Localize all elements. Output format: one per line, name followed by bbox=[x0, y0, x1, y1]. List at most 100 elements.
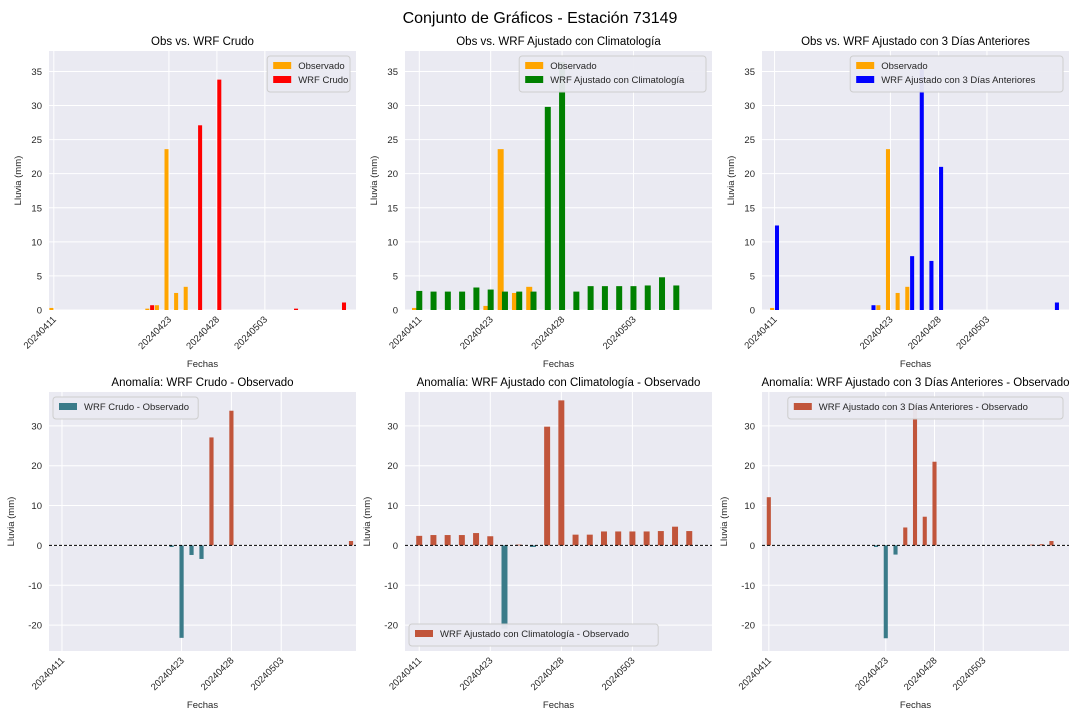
bar bbox=[501, 291, 508, 310]
y-tick-label: 35 bbox=[744, 67, 755, 78]
x-tick-label: 20240411 bbox=[387, 655, 424, 692]
bar bbox=[169, 545, 174, 548]
y-tick-label: 5 bbox=[750, 271, 755, 282]
bar bbox=[1054, 302, 1059, 310]
y-tick-label: 35 bbox=[31, 67, 42, 78]
legend-label: Observado bbox=[881, 61, 927, 72]
x-tick-label: 20240428 bbox=[529, 655, 567, 693]
bar bbox=[932, 461, 937, 546]
x-tick-label: 20240423 bbox=[458, 314, 496, 352]
x-axis-label: Fechas bbox=[187, 700, 218, 711]
y-tick-label: 10 bbox=[31, 501, 42, 512]
legend-swatch bbox=[856, 76, 875, 83]
y-tick-label: 0 bbox=[37, 306, 42, 317]
bar bbox=[164, 149, 169, 310]
x-tick-label: 20240428 bbox=[199, 655, 237, 693]
y-tick-label: -20 bbox=[28, 621, 42, 632]
y-tick-label: 10 bbox=[387, 501, 398, 512]
bar bbox=[229, 410, 234, 546]
x-axis-label: Fechas bbox=[900, 700, 931, 711]
legend-swatch bbox=[273, 62, 292, 69]
bar bbox=[873, 545, 879, 548]
bar bbox=[189, 545, 194, 555]
y-tick-label: 15 bbox=[31, 203, 42, 214]
y-tick-label: 25 bbox=[744, 135, 755, 146]
y-tick-label: 10 bbox=[744, 501, 755, 512]
legend-box bbox=[518, 55, 707, 93]
bar bbox=[885, 149, 891, 310]
x-tick-label: 20240503 bbox=[232, 314, 270, 352]
y-tick-label: 30 bbox=[744, 421, 755, 432]
bar bbox=[893, 545, 898, 555]
bar bbox=[630, 286, 637, 310]
x-tick-label: 20240411 bbox=[387, 314, 424, 351]
bar bbox=[544, 106, 551, 311]
bar bbox=[217, 79, 222, 310]
bar bbox=[1049, 541, 1054, 546]
y-tick-label: 20 bbox=[744, 461, 755, 472]
bar bbox=[416, 535, 423, 546]
x-tick-label: 20240503 bbox=[951, 655, 989, 693]
plot-area bbox=[49, 392, 356, 651]
bar bbox=[483, 305, 490, 310]
y-tick-label: 5 bbox=[393, 271, 398, 282]
bar bbox=[643, 531, 650, 546]
plot-area bbox=[49, 51, 356, 310]
bar bbox=[559, 61, 566, 311]
legend-label: WRF Crudo bbox=[298, 75, 348, 86]
legend-box bbox=[52, 396, 199, 420]
y-tick-label: 0 bbox=[750, 306, 755, 317]
x-tick-label: 20240503 bbox=[601, 314, 639, 352]
bar bbox=[558, 400, 565, 546]
y-tick-label: 20 bbox=[387, 169, 398, 180]
bar bbox=[174, 292, 179, 310]
chart-title: Anomalía: WRF Ajustado con Climatología … bbox=[417, 377, 701, 389]
legend-swatch bbox=[793, 403, 812, 410]
x-tick-label: 20240423 bbox=[858, 314, 896, 352]
x-axis-label: Fechas bbox=[187, 359, 218, 370]
bar bbox=[910, 256, 915, 310]
bar bbox=[179, 545, 184, 638]
y-axis-label: Lluvia (mm) bbox=[362, 497, 373, 547]
y-axis-label: Lluvia (mm) bbox=[369, 156, 380, 206]
bar bbox=[1039, 544, 1044, 546]
y-tick-label: 10 bbox=[387, 237, 398, 248]
legend-label: WRF Ajustado con 3 Días Anteriores - Obs… bbox=[819, 402, 1028, 413]
bar bbox=[587, 286, 594, 310]
x-axis-label: Fechas bbox=[543, 700, 574, 711]
bar bbox=[673, 285, 680, 310]
bar bbox=[644, 285, 651, 310]
y-tick-label: 30 bbox=[31, 421, 42, 432]
y-tick-label: 10 bbox=[31, 237, 42, 248]
y-tick-label: 0 bbox=[750, 541, 755, 552]
legend-label: WRF Ajustado con Climatología - Observad… bbox=[440, 629, 629, 640]
y-tick-label: 30 bbox=[31, 101, 42, 112]
legend-swatch bbox=[856, 62, 875, 69]
bar bbox=[199, 545, 204, 559]
bar bbox=[903, 527, 908, 546]
y-tick-label: 20 bbox=[31, 461, 42, 472]
bar bbox=[516, 291, 523, 310]
x-tick-label: 20240411 bbox=[22, 314, 59, 351]
bar bbox=[905, 286, 910, 310]
bar bbox=[529, 545, 536, 548]
x-tick-label: 20240423 bbox=[458, 655, 496, 693]
y-tick-label: -10 bbox=[384, 581, 398, 592]
bar bbox=[150, 305, 155, 310]
x-tick-label: 20240423 bbox=[149, 655, 187, 693]
bar bbox=[774, 225, 779, 310]
bar bbox=[487, 536, 494, 546]
bar bbox=[586, 534, 593, 546]
legend-box bbox=[787, 396, 1064, 420]
y-tick-label: -10 bbox=[28, 581, 42, 592]
bar bbox=[501, 545, 508, 629]
x-tick-label: 20240411 bbox=[30, 655, 67, 692]
bar bbox=[657, 531, 664, 546]
bar bbox=[198, 125, 203, 310]
bar bbox=[629, 531, 636, 546]
y-tick-label: 10 bbox=[744, 237, 755, 248]
chart-title: Obs vs. WRF Ajustado con 3 Días Anterior… bbox=[801, 36, 1030, 48]
bar bbox=[883, 545, 888, 639]
y-tick-label: 30 bbox=[387, 101, 398, 112]
